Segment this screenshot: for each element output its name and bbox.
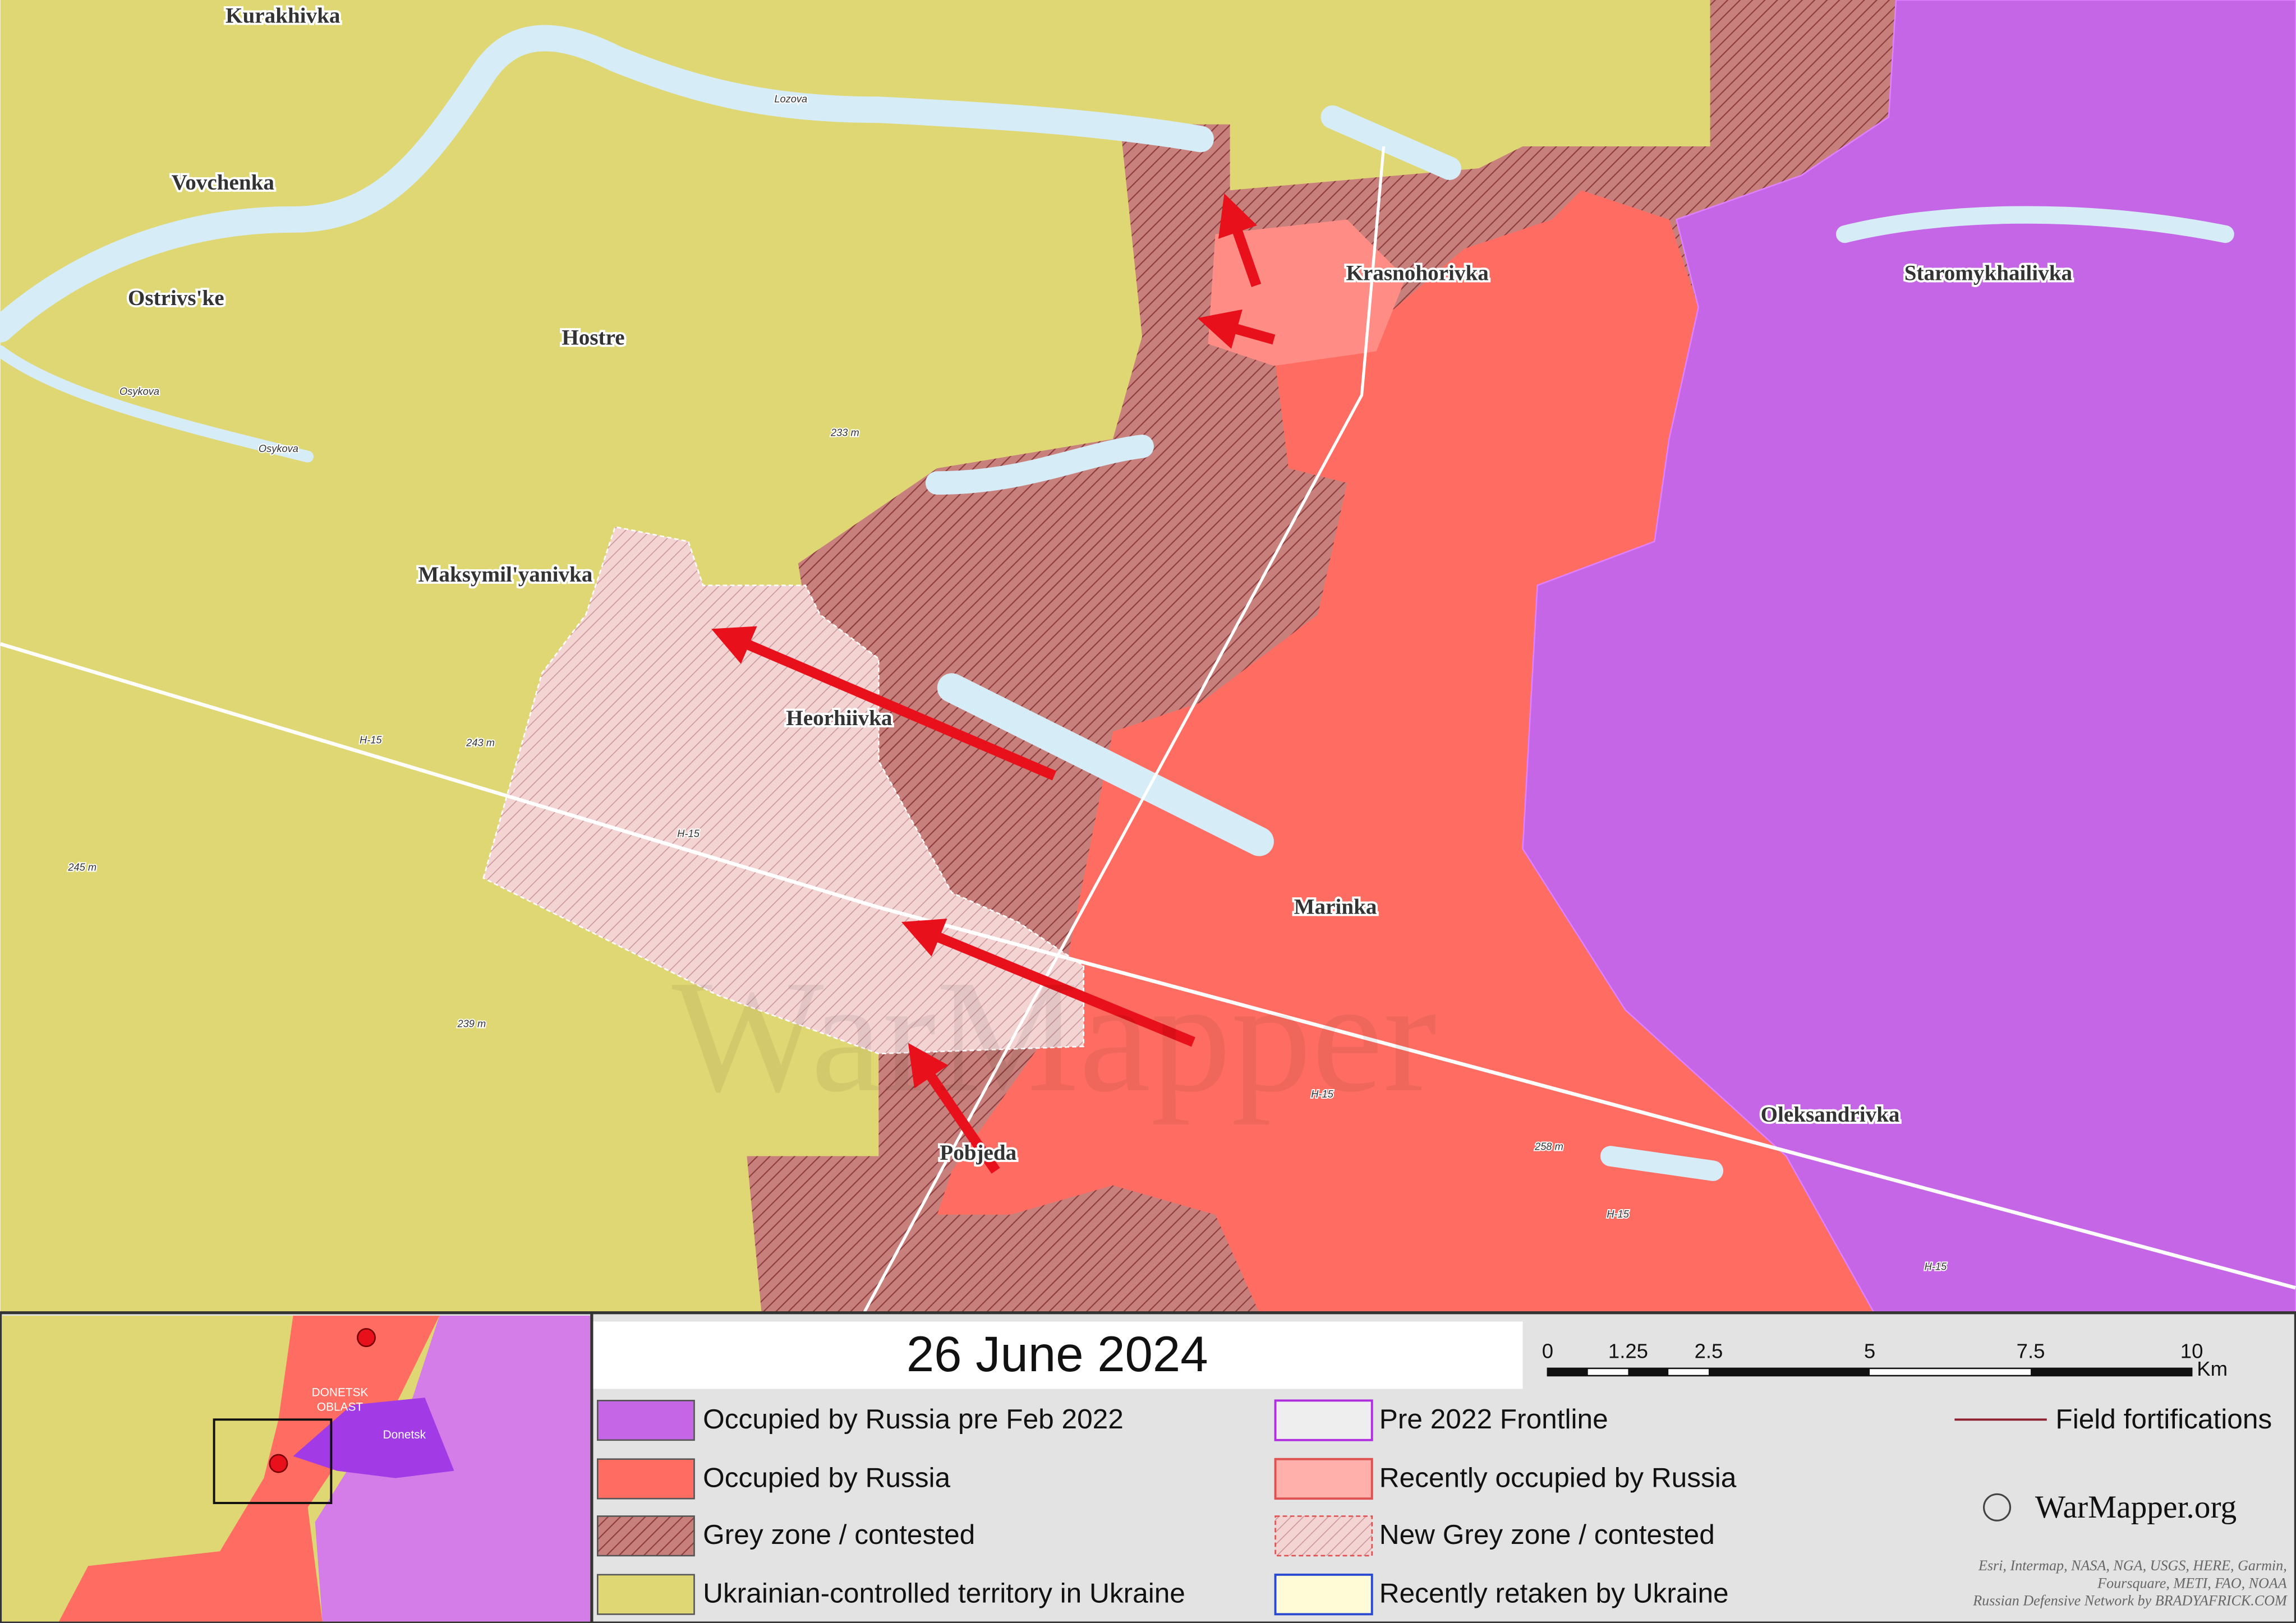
scale-tick-label: 10	[2180, 1340, 2203, 1363]
place-label: Ostrivs'ke	[128, 286, 224, 310]
scale-unit: Km	[2197, 1357, 2228, 1380]
legend-label: Occupied by Russia pre Feb 2022	[703, 1403, 1124, 1435]
attribution: Russian Defensive Network by BRADYAFRICK…	[1972, 1593, 2288, 1609]
inset-label: DONETSK	[312, 1386, 369, 1399]
elevation-label: 239 m	[457, 1018, 486, 1030]
inset-label: Donetsk	[383, 1428, 426, 1441]
arrows	[711, 193, 1276, 1174]
water	[0, 25, 2234, 1181]
place-label: Oleksandrivka	[1761, 1103, 1900, 1127]
scale-tick-label: 7.5	[2017, 1340, 2045, 1363]
river-label: Lozova	[774, 93, 807, 104]
river-label: Osykova	[119, 385, 159, 397]
legend-label: Grey zone / contested	[703, 1519, 975, 1550]
place-label: Staromykhailivka	[1904, 261, 2072, 285]
attribution: Esri, Intermap, NASA, NGA, USGS, HERE, G…	[1978, 1557, 2287, 1574]
elevation-label: 233 m	[830, 426, 859, 438]
scale-tick-label: 5	[1864, 1340, 1875, 1363]
inset-map: DONETSK OBLAST Donetsk	[2, 1312, 593, 1623]
attribution: Foursquare, METI, FAO, NOAA	[2097, 1575, 2288, 1591]
place-label: Maksymil'yanivka	[418, 562, 592, 587]
scale-tick-label: 0	[1542, 1340, 1553, 1363]
legend-label: Pre 2022 Frontline	[1379, 1403, 1608, 1435]
road-label: H-15	[1925, 1261, 1947, 1272]
place-label: Marinka	[1294, 895, 1377, 919]
scale-tick-label: 2.5	[1695, 1340, 1723, 1363]
road-label: H-15	[1311, 1088, 1333, 1100]
compass	[1982, 1493, 2012, 1521]
legend-panel: DONETSK OBLAST Donetsk 26 June 2024 0 1.…	[0, 1311, 2296, 1623]
scale-tick-label: 1.25	[1608, 1340, 1648, 1363]
elevation-label: 245 m	[67, 861, 96, 873]
legend-label: Field fortifications	[2055, 1403, 2272, 1435]
legend-label: New Grey zone / contested	[1379, 1519, 1715, 1550]
legend-label: Ukrainian-controlled territory in Ukrain…	[703, 1578, 1185, 1609]
road-label: H-15	[1607, 1208, 1629, 1220]
inset-label: OBLAST	[317, 1401, 364, 1414]
place-label: Krasnohorivka	[1346, 261, 1488, 285]
legend-label: Recently occupied by Russia	[1379, 1461, 1737, 1493]
legend-label: Recently retaken by Ukraine	[1379, 1578, 1729, 1609]
watermark: WarMapper	[672, 947, 1437, 1126]
place-label: Vovchenka	[172, 170, 274, 195]
place-label: Kurakhivka	[226, 3, 340, 27]
map: WarMapper Kurakhivka Vovchenka Ostrivs'k…	[0, 0, 2296, 1314]
roads	[0, 146, 2296, 1314]
recently-occupied	[1208, 219, 1406, 366]
elevation-label: 243 m	[466, 736, 495, 748]
place-label: Heorhiivka	[786, 706, 892, 730]
road-label: H-15	[677, 827, 700, 839]
elevation-label: 258 m	[1534, 1141, 1563, 1152]
place-label: Hostre	[562, 325, 624, 349]
place-label: Pobjeda	[940, 1141, 1016, 1165]
scale-bar: 0 1.25 2.5 5 7.5 10 Km	[1542, 1340, 2228, 1380]
river-label: Osykova	[259, 442, 298, 454]
road-label: H-15	[360, 734, 382, 745]
map-date: 26 June 2024	[907, 1326, 1208, 1382]
brand: WarMapper.org	[2035, 1490, 2237, 1525]
legend-label: Occupied by Russia	[703, 1461, 950, 1493]
